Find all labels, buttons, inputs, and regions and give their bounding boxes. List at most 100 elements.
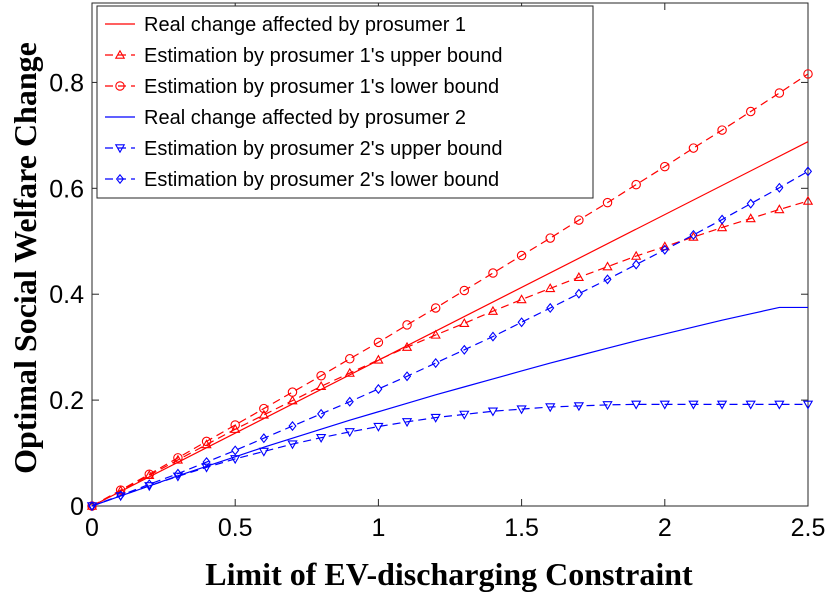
series-3-point <box>459 285 470 296</box>
series-line-2 <box>91 200 809 507</box>
series-5-point <box>516 405 527 415</box>
series-3-point <box>717 125 727 135</box>
series-line-5 <box>91 403 808 507</box>
series-6-point <box>803 166 813 177</box>
series-2-point <box>516 294 527 304</box>
x-tick-label: 1 <box>371 514 385 542</box>
y-tick-label: 0 <box>70 493 84 521</box>
series-3-point <box>287 387 298 397</box>
series-6-point <box>145 479 154 490</box>
legend-label-2: Estimation by prosumer 1's upper bound <box>144 45 502 67</box>
series-3-point <box>345 354 355 364</box>
series-3-point <box>574 215 584 225</box>
series-2-point <box>745 213 756 223</box>
series-3-point <box>516 250 527 261</box>
series-6-point <box>345 396 354 407</box>
series-2-point <box>315 381 327 391</box>
series-3-point <box>660 161 670 172</box>
series-2-point <box>802 195 814 205</box>
series-3-point <box>631 179 641 190</box>
series-3-point <box>602 197 613 208</box>
series-3-point <box>745 106 756 117</box>
series-3-point <box>488 268 498 278</box>
series-6-point <box>374 383 383 395</box>
series-6-point <box>259 433 268 444</box>
series-6-point <box>173 468 182 479</box>
series-2-point <box>602 261 613 271</box>
series-6-point <box>231 445 240 456</box>
series-5-point <box>631 400 642 410</box>
series-3-point <box>115 485 126 495</box>
legend-marker-2 <box>114 49 126 59</box>
series-6-point <box>632 259 641 270</box>
series-5-point <box>659 400 670 410</box>
series-2-point <box>401 341 413 351</box>
series-6-point <box>116 490 125 501</box>
series-5-point <box>258 447 269 457</box>
x-tick-label: 1.5 <box>504 514 539 542</box>
x-axis-label: Limit of EV-discharging Constraint <box>205 556 693 592</box>
series-2-point <box>287 395 298 405</box>
axes-box <box>91 2 809 507</box>
series-5-point <box>602 401 613 411</box>
series-6-point <box>746 198 755 209</box>
series-6-point <box>546 302 555 314</box>
x-tick-label: 0.5 <box>218 514 253 542</box>
legend-marker-3 <box>115 81 125 91</box>
series-2-point <box>459 318 470 328</box>
series-3-point <box>688 143 699 153</box>
series-6-point <box>460 344 469 355</box>
series-2-point <box>201 439 212 449</box>
y-tick-label: 0.6 <box>49 175 84 203</box>
series-6-point <box>718 214 727 225</box>
x-tick-label: 2.5 <box>791 514 826 542</box>
legend: Real change affected by prosumer 1 Estima… <box>96 5 594 199</box>
series-2-point <box>373 354 384 364</box>
plot-area: 0 0.5 1 1.5 2 2.5 0 0.2 0.4 0.6 0.8 <box>49 2 826 542</box>
series-5-point <box>373 422 384 432</box>
series-6-point <box>202 456 211 468</box>
series-6-point <box>689 229 698 240</box>
series-line-6 <box>91 170 809 507</box>
series-3-point <box>545 233 555 243</box>
series-line-4 <box>91 306 808 507</box>
series-6-point <box>603 274 612 285</box>
legend-label-5: Estimation by prosumer 2's upper bound <box>144 138 502 160</box>
series-3-point <box>230 420 240 430</box>
y-tick-label: 0.8 <box>49 69 84 97</box>
series-2-point <box>430 329 441 339</box>
series-6-point <box>288 420 297 432</box>
series-5-point <box>774 400 785 410</box>
series-3-point <box>803 69 813 79</box>
series-5-point <box>459 410 470 420</box>
series-5-point <box>287 440 298 450</box>
series-2-point <box>545 283 556 293</box>
series-6-point <box>488 331 498 342</box>
series-6-point <box>431 357 440 369</box>
series-2-point <box>631 250 642 260</box>
series-5-point <box>573 402 585 412</box>
series-5-point <box>315 433 327 444</box>
series-6-point <box>660 244 669 255</box>
y-tick-label: 0.4 <box>49 281 84 309</box>
series-6-point <box>775 182 784 193</box>
x-tick-label: 0 <box>85 514 99 542</box>
x-tick-label: 2 <box>658 514 672 542</box>
y-tick-label: 0.2 <box>49 387 84 415</box>
series-6-point <box>574 288 583 299</box>
series-5-point <box>230 455 241 465</box>
series-5-point <box>401 418 413 428</box>
legend-label-6: Estimation by prosumer 2's lower bound <box>144 169 499 191</box>
legend-marker-6 <box>115 173 125 185</box>
y-axis-label: Optimal Social Welfare Change <box>7 42 43 474</box>
series-2-point <box>573 271 585 281</box>
series-5-point <box>487 407 499 417</box>
series-5-point <box>86 502 98 512</box>
series-5-point <box>716 400 728 410</box>
series-2-point <box>487 305 499 315</box>
series-3-point <box>173 453 183 463</box>
series-3-point <box>259 403 269 414</box>
series-5-point <box>344 428 355 438</box>
series-3-point <box>373 337 384 348</box>
